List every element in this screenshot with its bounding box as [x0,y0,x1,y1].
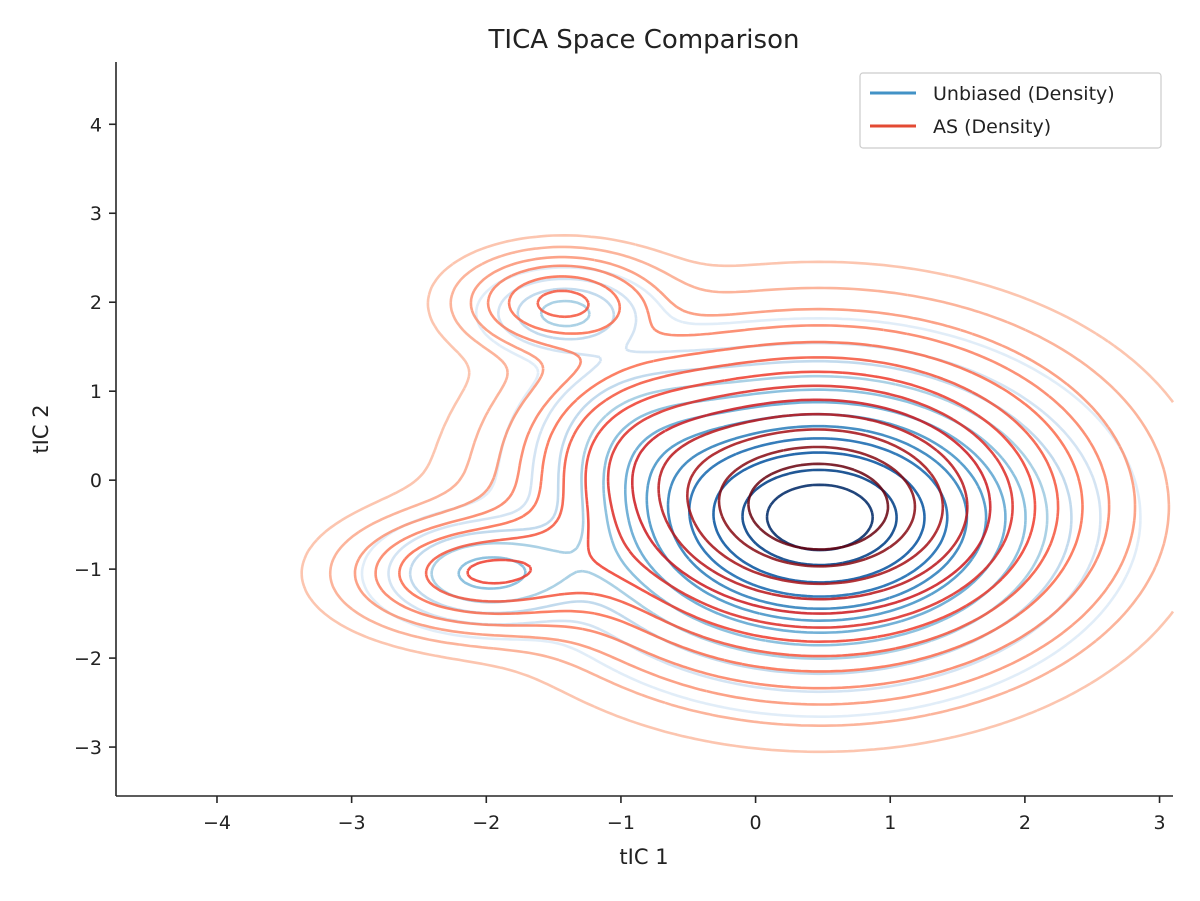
x-tick-label: −3 [338,812,366,834]
unbiased-contour-level-8 [666,424,969,610]
y-tick-label: 4 [90,114,102,136]
legend-label-as: AS (Density) [933,116,1051,138]
as-contour-level-2 [328,245,1171,727]
x-tick-label: 1 [884,812,896,834]
as-contour-level-11 [686,428,945,586]
as-contour-level-6 [424,289,1060,658]
y-tick-label: −1 [74,559,102,581]
legend-label-unbiased: Unbiased (Density) [933,83,1115,105]
as-contour-level-12 [717,445,917,568]
x-tick-label: 3 [1153,812,1165,834]
x-tick-label: −1 [607,812,635,834]
chart-title: TICA Space Comparison [488,25,800,55]
x-axis-label: tIC 1 [619,845,668,869]
as-contour-level-10 [657,412,969,601]
as-contour-level-5 [398,275,1084,673]
as-contour-level-7 [466,370,1037,643]
as-contour-level-8 [606,384,1014,629]
unbiased-contour-level-9 [688,437,949,598]
contour-layer [300,234,1175,754]
unbiased-contour-level-12 [765,483,874,552]
unbiased-contour-level-7 [645,412,988,622]
as-contour-level-1 [300,234,1175,754]
x-tick-label: 2 [1019,812,1031,834]
unbiased-contour-level-11 [741,468,898,567]
unbiased-contour-level-10 [712,451,926,584]
legend: Unbiased (Density) AS (Density) [859,72,1162,149]
as-contour-level-3 [353,255,1137,706]
as-contour-level-4 [374,264,1111,690]
as-contour-level-13 [747,462,890,551]
y-tick-label: −2 [74,648,102,670]
as-density-contours [300,234,1175,754]
y-tick-label: 3 [90,203,102,225]
y-tick-label: −3 [74,737,102,759]
y-tick-label: 2 [90,292,102,314]
x-ticks: −4 −3 −2 −1 0 1 2 3 [203,796,1166,834]
x-tick-label: −4 [203,812,231,834]
y-tick-label: 1 [90,381,102,403]
legend-box [859,72,1162,149]
as-contour-level-9 [631,398,992,615]
y-axis-label: tIC 2 [29,404,53,453]
y-tick-label: 0 [90,470,102,492]
y-ticks: −3 −2 −1 0 1 2 3 4 [74,114,116,759]
x-tick-label: −2 [472,812,500,834]
x-tick-label: 0 [750,812,762,834]
